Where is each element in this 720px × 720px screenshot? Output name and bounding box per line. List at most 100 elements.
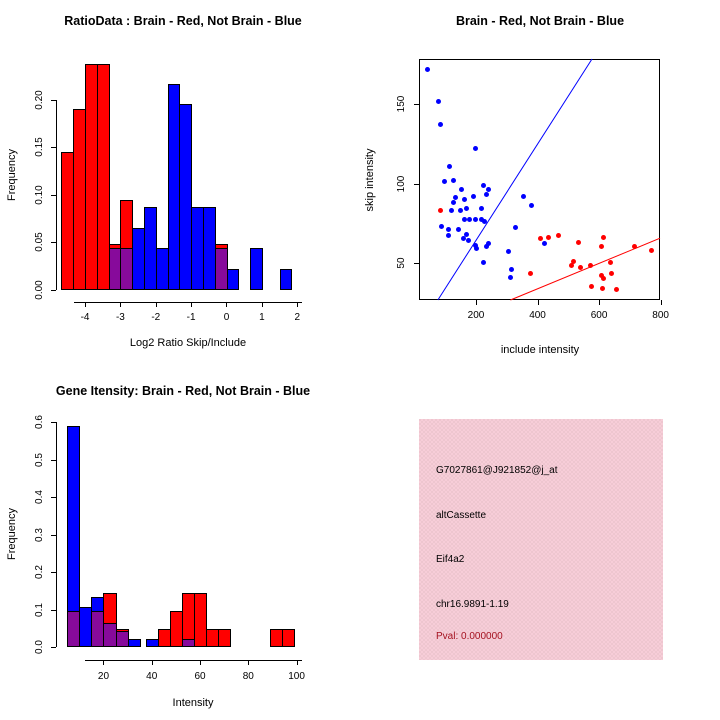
info-line-event-type: altCassette xyxy=(436,510,487,521)
y-axis-label: Frequency xyxy=(6,508,18,560)
data-point-blue xyxy=(435,98,441,104)
y-tick-label: 0.10 xyxy=(34,185,45,205)
hist-bar-blue xyxy=(250,248,263,290)
y-tick-label: 0.05 xyxy=(34,232,45,253)
y-tick xyxy=(51,572,56,573)
x-tick xyxy=(85,302,87,307)
data-point-blue xyxy=(462,217,468,223)
chart-title: Gene Itensity: Brain - Red, Not Brain - … xyxy=(55,384,311,398)
data-point-red xyxy=(555,233,561,239)
x-tick xyxy=(261,302,263,307)
x-tick xyxy=(296,660,298,665)
hist-bar-blue xyxy=(127,638,141,647)
data-point-blue xyxy=(520,193,526,199)
chart-title: Brain - Red, Not Brain - Blue xyxy=(455,14,625,28)
data-point-red xyxy=(577,265,583,271)
y-tick xyxy=(51,647,56,648)
y-tick xyxy=(414,104,419,106)
info-line-location: chr16.9891-1.19 xyxy=(436,599,509,610)
x-axis-label: Log2 Ratio Skip/Include xyxy=(129,337,247,349)
data-point-blue xyxy=(479,217,485,223)
y-axis-label: Frequency xyxy=(6,149,18,201)
y-tick xyxy=(51,194,56,196)
hist-bar-blue xyxy=(226,269,240,290)
y-tick-label: 0.1 xyxy=(34,602,45,617)
data-point-red xyxy=(599,272,605,278)
y-tick xyxy=(51,242,56,244)
y-tick-label: 0.20 xyxy=(34,90,45,110)
data-point-blue xyxy=(472,217,478,223)
y-axis-label: skip intensity xyxy=(364,148,376,212)
data-point-red xyxy=(570,258,576,264)
x-tick-label: -1 xyxy=(186,312,196,323)
data-point-blue xyxy=(529,203,535,209)
x-tick xyxy=(191,302,193,307)
data-point-blue xyxy=(450,177,456,183)
y-tick-label: 0.3 xyxy=(34,527,45,542)
y-tick xyxy=(51,422,56,423)
data-point-blue xyxy=(472,146,478,152)
y-tick-label: 150 xyxy=(396,95,407,113)
x-tick-label: -4 xyxy=(80,312,90,323)
x-axis-label: include intensity xyxy=(500,344,580,356)
x-tick-label: 400 xyxy=(529,310,546,321)
y-tick-label: 0.2 xyxy=(34,565,45,579)
data-point-red xyxy=(599,244,605,250)
data-point-red xyxy=(575,239,581,245)
hist-bar-red xyxy=(193,593,208,647)
x-tick xyxy=(151,660,153,665)
data-point-blue xyxy=(457,207,463,213)
x-tick-label: 2 xyxy=(294,312,300,323)
hist-bar-red xyxy=(96,63,110,290)
data-point-red xyxy=(631,244,637,250)
data-point-red xyxy=(437,207,443,213)
panel-info-box: G7027861@J921852@j_at altCassette Eif4a2… xyxy=(360,360,720,720)
x-tick-label: 40 xyxy=(146,671,158,682)
data-point-blue xyxy=(442,179,448,185)
x-tick-label: 80 xyxy=(242,671,254,682)
info-line-pval: Pval: 0.000000 xyxy=(436,631,503,642)
data-point-red xyxy=(546,234,552,240)
x-tick-label: -3 xyxy=(115,312,125,323)
x-tick xyxy=(537,300,539,305)
y-tick xyxy=(51,459,56,461)
data-point-red xyxy=(607,260,613,266)
x-tick-label: 600 xyxy=(590,310,608,321)
data-point-blue xyxy=(451,200,457,206)
data-point-blue xyxy=(447,163,453,169)
y-tick-label: 50 xyxy=(396,257,407,269)
data-point-blue xyxy=(439,223,445,229)
data-point-blue xyxy=(507,274,513,280)
data-point-blue xyxy=(474,246,480,251)
data-point-red xyxy=(589,284,595,290)
data-point-blue xyxy=(460,236,466,242)
y-tick xyxy=(51,290,56,291)
data-point-blue xyxy=(446,233,452,239)
y-tick xyxy=(51,99,56,101)
x-tick xyxy=(120,302,122,307)
data-point-red xyxy=(537,236,543,242)
info-box: G7027861@J921852@j_at altCassette Eif4a2… xyxy=(419,419,663,660)
data-point-blue xyxy=(462,196,468,202)
x-tick-label: 20 xyxy=(97,671,110,682)
data-point-blue xyxy=(479,206,485,212)
data-point-blue xyxy=(480,182,486,188)
y-axis-line xyxy=(56,99,57,290)
data-point-blue xyxy=(485,187,491,193)
info-line-gene: Eif4a2 xyxy=(436,554,465,565)
data-point-blue xyxy=(512,225,518,231)
data-point-red xyxy=(600,276,606,282)
x-tick-label: -2 xyxy=(151,312,161,323)
y-tick xyxy=(51,147,56,149)
x-tick xyxy=(155,302,157,307)
y-tick xyxy=(51,534,56,536)
hist-bar-purple xyxy=(67,611,81,647)
x-tick-label: 1 xyxy=(259,312,265,323)
data-point-blue xyxy=(470,193,476,199)
data-point-blue xyxy=(445,226,451,232)
y-tick-label: 0.00 xyxy=(34,280,45,300)
data-point-blue xyxy=(484,192,490,198)
x-tick-label: 200 xyxy=(467,310,485,321)
y-tick xyxy=(414,262,419,264)
